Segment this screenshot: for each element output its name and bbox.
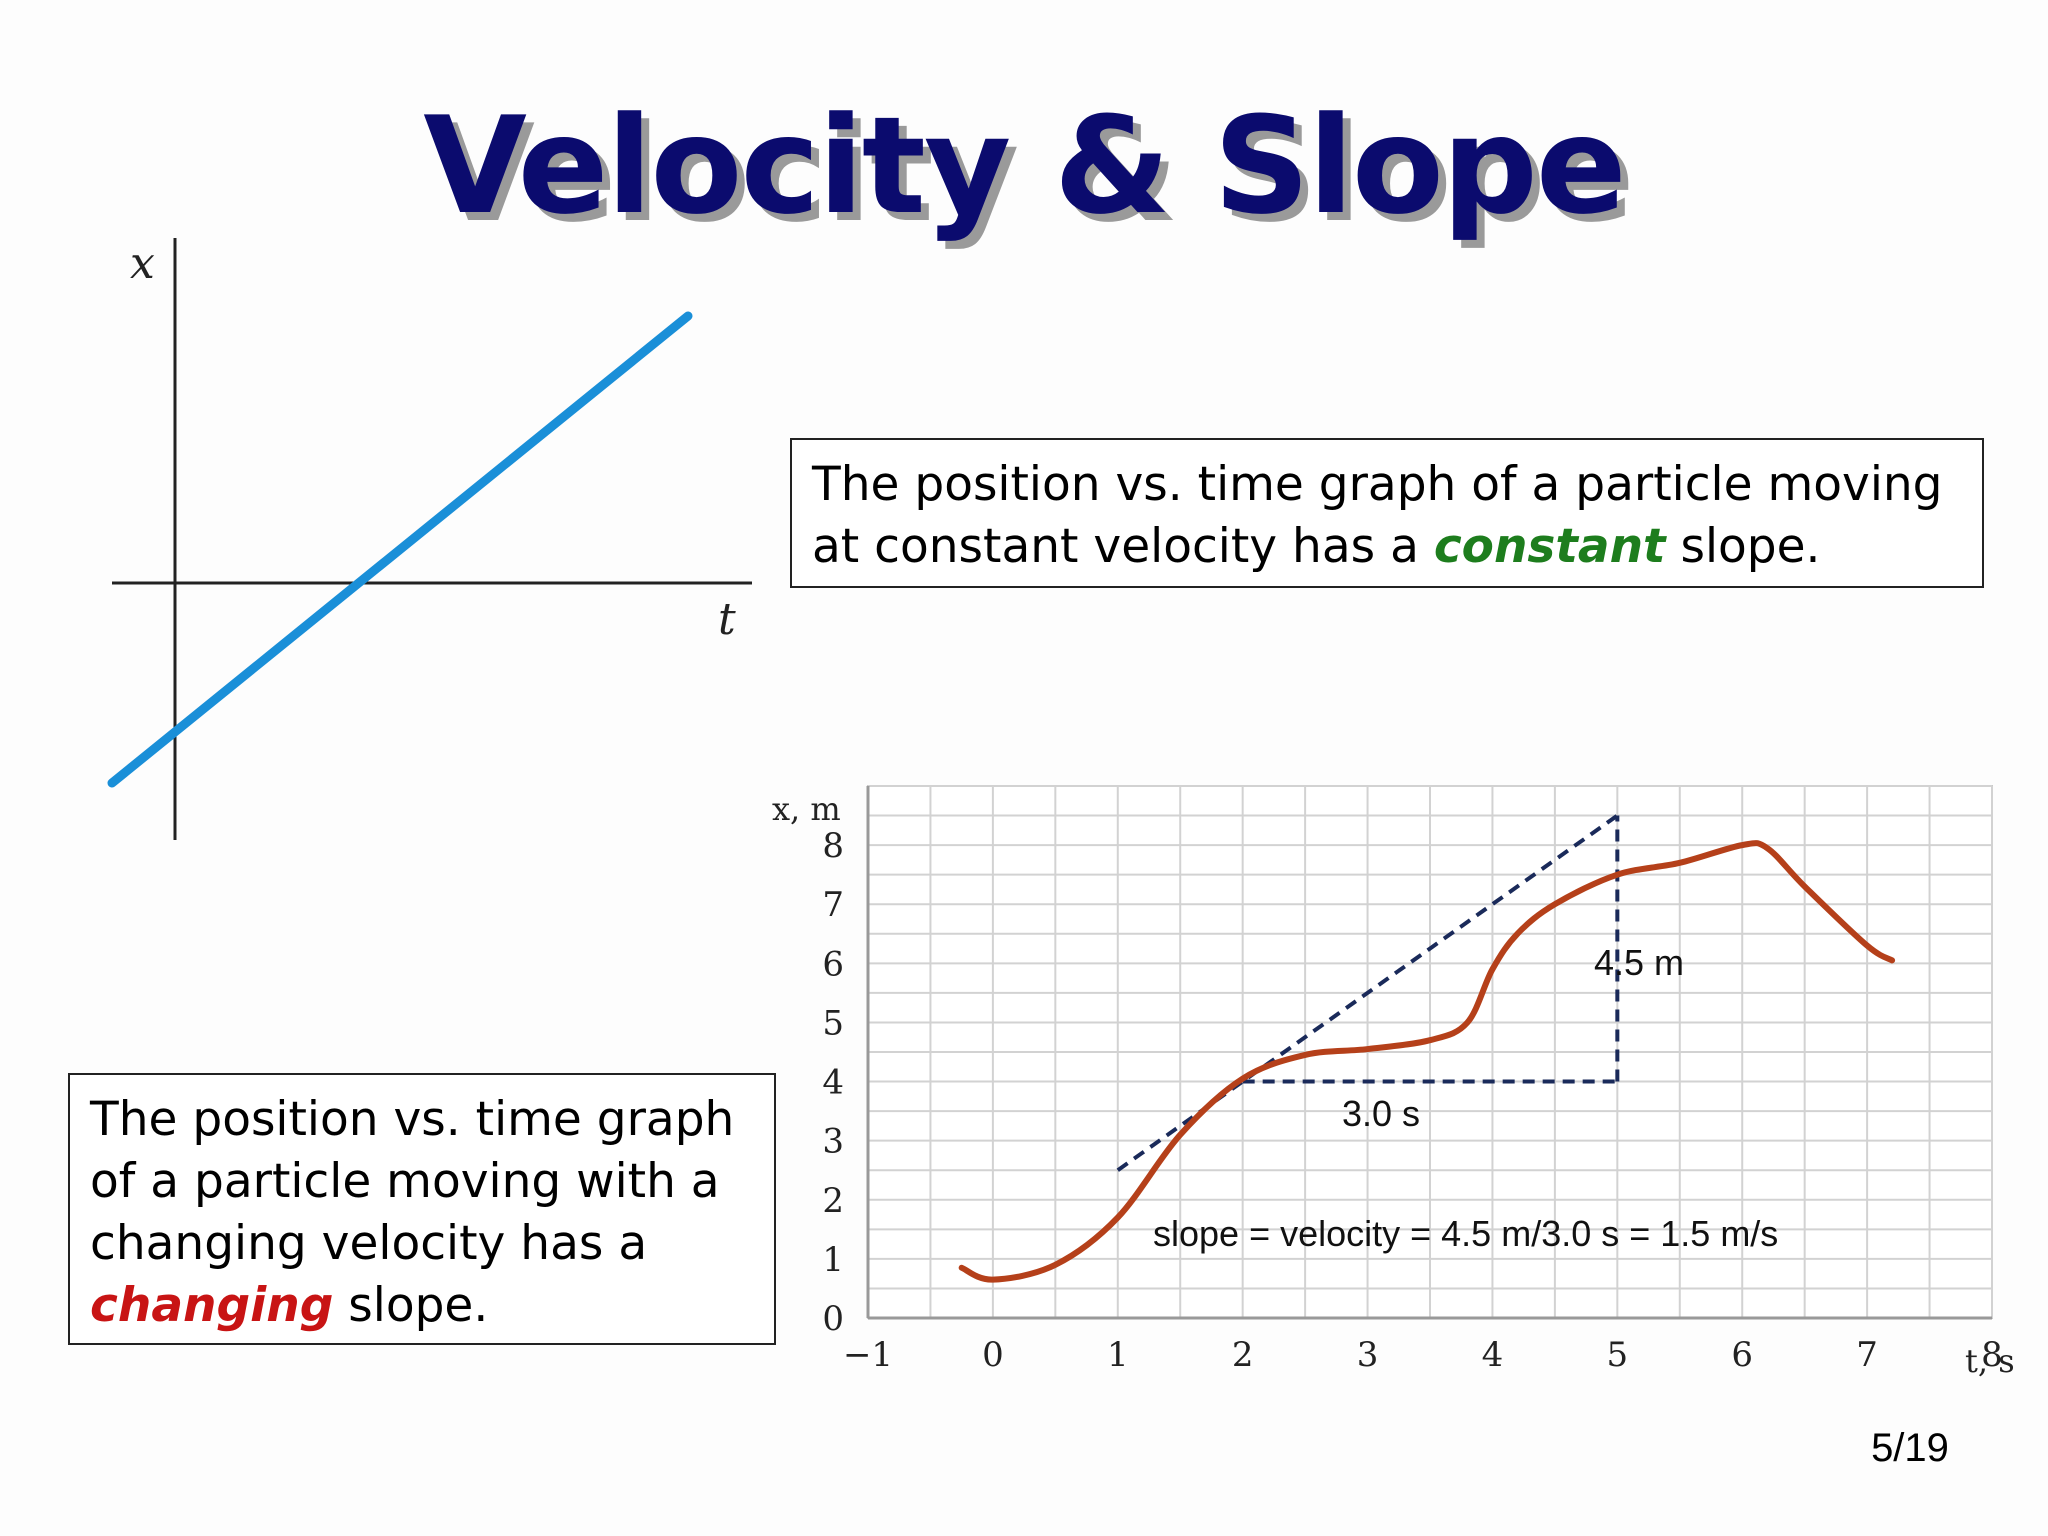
x-tick-label: 8 bbox=[1981, 1335, 2003, 1375]
y-tick-label: 7 bbox=[822, 885, 844, 925]
y-tick-label: 2 bbox=[822, 1181, 844, 1221]
caption2-line4-end: slope. bbox=[333, 1278, 489, 1333]
y-tick-label: 3 bbox=[822, 1122, 844, 1162]
graph1-x-label: x bbox=[130, 238, 155, 289]
y-tick-label: 0 bbox=[822, 1299, 844, 1339]
x-tick-label: 6 bbox=[1731, 1335, 1753, 1375]
x-tick-label: 2 bbox=[1232, 1335, 1254, 1375]
x-tick-label: 5 bbox=[1607, 1335, 1629, 1375]
x-tick-label: −1 bbox=[843, 1335, 893, 1375]
constant-emphasis: constant bbox=[1433, 519, 1666, 574]
caption2-line1: The position vs. time graph bbox=[90, 1092, 735, 1147]
chart-grid bbox=[866, 785, 1993, 1320]
x-tick-label: 4 bbox=[1482, 1335, 1504, 1375]
page-number: 5/19 bbox=[1871, 1426, 1949, 1470]
constant-slope-caption: The position vs. time graph of a particl… bbox=[790, 438, 1984, 588]
rise-label: 4.5 m bbox=[1594, 942, 1684, 983]
caption1-line2: at constant velocity has a constant slop… bbox=[812, 516, 1962, 578]
page-title: Velocity & Slope bbox=[423, 88, 1626, 244]
caption2-line4: changing slope. bbox=[90, 1275, 754, 1337]
x-tick-label: 3 bbox=[1357, 1335, 1379, 1375]
run-label: 3.0 s bbox=[1342, 1093, 1420, 1134]
graph1-position-line bbox=[107, 311, 693, 788]
caption1-line2-start: at constant velocity has a bbox=[812, 519, 1434, 574]
slope-equation: slope = velocity = 4.5 m/3.0 s = 1.5 m/s bbox=[1153, 1213, 1778, 1254]
changing-slope-caption: The position vs. time graph of a particl… bbox=[68, 1073, 776, 1345]
y-tick-label: 6 bbox=[822, 944, 844, 984]
y-tick-label: 1 bbox=[822, 1240, 844, 1280]
y-tick-label: 8 bbox=[822, 826, 844, 866]
caption1-line1: The position vs. time graph of a particl… bbox=[812, 457, 1943, 512]
chart-y-axis-label: x, m bbox=[772, 790, 841, 828]
y-tick-label: 4 bbox=[822, 1063, 844, 1103]
position-curve bbox=[958, 840, 1896, 1283]
y-tick-label: 5 bbox=[822, 1003, 844, 1043]
caption1-line2-end: slope. bbox=[1665, 519, 1821, 574]
changing-emphasis: changing bbox=[90, 1278, 334, 1333]
x-tick-label: 7 bbox=[1856, 1335, 1878, 1375]
chart-x-axis-label: t, s bbox=[1965, 1342, 2015, 1380]
graph1-t-label: t bbox=[718, 594, 736, 645]
caption2-line2: of a particle moving with a bbox=[90, 1154, 720, 1209]
caption2-line3: changing velocity has a bbox=[90, 1216, 648, 1271]
x-tick-label: 0 bbox=[982, 1335, 1004, 1375]
x-tick-label: 1 bbox=[1107, 1335, 1129, 1375]
